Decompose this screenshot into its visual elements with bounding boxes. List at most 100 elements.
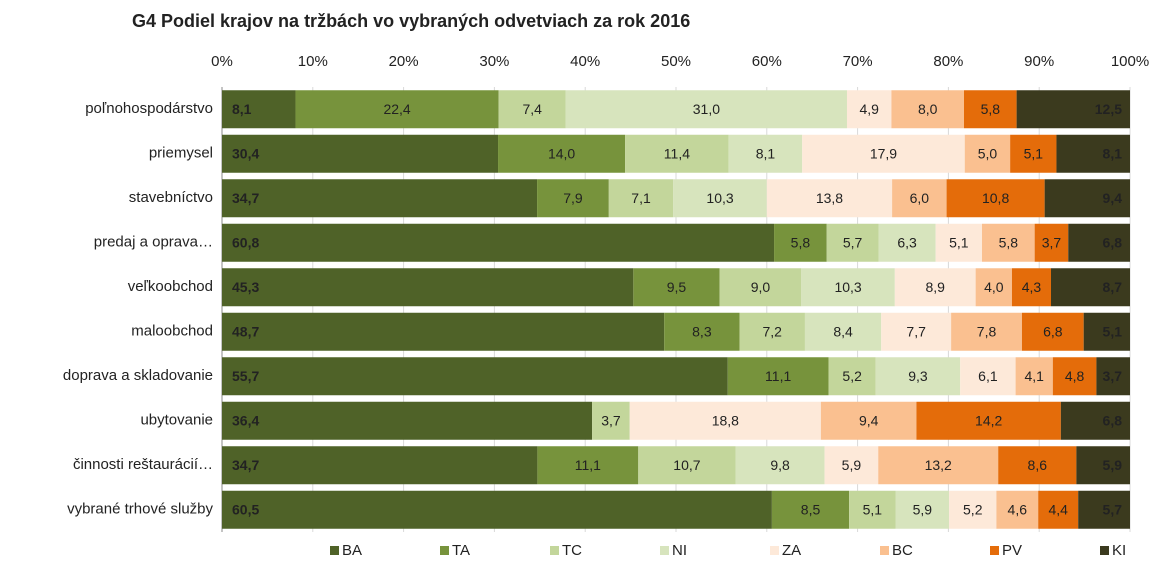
value-label: 18,8: [712, 412, 739, 428]
bar-segment: [222, 223, 775, 262]
bar-segment: [608, 179, 674, 218]
value-label: 10,7: [673, 457, 700, 473]
bar-segment: [1044, 179, 1130, 218]
bar-segment: [875, 357, 961, 396]
bar-segment: [719, 268, 802, 307]
y-tick-label: činnosti reštaurácií…: [73, 456, 213, 473]
value-label: 13,2: [925, 457, 952, 473]
value-label: 6,0: [910, 190, 930, 206]
value-label: 8,7: [1103, 279, 1123, 295]
value-label: 5,7: [1103, 501, 1123, 517]
value-label: 5,9: [842, 457, 862, 473]
value-label: 11,1: [575, 457, 601, 473]
bar-segment: [222, 490, 772, 529]
value-label: 5,9: [913, 501, 933, 517]
bar-segment: [975, 268, 1012, 307]
bar-segment: [801, 268, 895, 307]
bar-segment: [881, 312, 952, 351]
x-tick-label: 10%: [298, 53, 328, 70]
bar-segment: [951, 312, 1022, 351]
bar-segment: [774, 223, 827, 262]
value-label: 3,7: [1042, 234, 1062, 250]
bar-segment: [222, 179, 538, 218]
value-label: 6,1: [978, 368, 998, 384]
value-label: 5,2: [842, 368, 862, 384]
bar-segment: [739, 312, 805, 351]
value-label: 9,8: [770, 457, 790, 473]
value-label: 8,3: [692, 323, 712, 339]
value-label: 12,5: [1095, 101, 1122, 117]
x-tick-label: 40%: [570, 53, 600, 70]
bar-segment: [820, 401, 917, 440]
value-label: 14,2: [975, 412, 1002, 428]
bar-segment: [1068, 223, 1130, 262]
value-label: 7,2: [763, 323, 783, 339]
value-label: 7,4: [522, 101, 542, 117]
value-label: 5,8: [999, 234, 1019, 250]
legend-label: ZA: [782, 542, 801, 559]
value-label: 34,7: [232, 190, 259, 206]
x-tick-label: 80%: [933, 53, 963, 70]
value-label: 5,1: [1103, 323, 1123, 339]
value-label: 4,4: [1048, 501, 1068, 517]
y-tick-label: ubytovanie: [140, 412, 213, 429]
bar-segment: [946, 179, 1045, 218]
bar-segment: [849, 490, 896, 529]
bar-segment: [828, 357, 876, 396]
value-label: 7,9: [563, 190, 583, 206]
value-label: 4,0: [984, 279, 1004, 295]
bar-segment: [996, 490, 1039, 529]
bar-segment: [1096, 357, 1130, 396]
legend-label: BA: [342, 542, 362, 559]
chart-title: G4 Podiel krajov na tržbách vo vybraných…: [132, 11, 690, 31]
value-label: 6,8: [1103, 412, 1123, 428]
bar-segment: [1010, 134, 1057, 173]
value-label: 48,7: [232, 323, 259, 339]
bar-segment: [673, 179, 767, 218]
value-label: 8,6: [1028, 457, 1048, 473]
legend-label: NI: [672, 542, 687, 559]
value-label: 13,8: [816, 190, 843, 206]
x-tick-label: 50%: [661, 53, 691, 70]
x-tick-label: 60%: [752, 53, 782, 70]
value-label: 4,6: [1008, 501, 1028, 517]
bar-segment: [935, 223, 982, 262]
x-tick-label: 0%: [211, 53, 233, 70]
y-tick-label: veľkoobchod: [128, 278, 213, 295]
value-label: 10,3: [834, 279, 861, 295]
y-tick-label: poľnohospodárstvo: [85, 100, 213, 117]
value-label: 6,8: [1103, 234, 1123, 250]
bar-segment: [633, 268, 720, 307]
bar-segment: [998, 446, 1077, 485]
legend-swatch: [440, 546, 449, 555]
bar-segment: [895, 490, 950, 529]
value-label: 5,2: [963, 501, 983, 517]
x-tick-label: 70%: [843, 53, 873, 70]
legend-swatch: [330, 546, 339, 555]
bar-segment: [1016, 90, 1130, 129]
bar-segment: [916, 401, 1061, 440]
bar-segment: [960, 357, 1016, 396]
bar-segment: [222, 312, 665, 351]
bar-segment: [1056, 134, 1130, 173]
y-tick-label: predaj a oprava…: [94, 234, 213, 251]
legend-label: PV: [1002, 542, 1022, 559]
value-label: 60,5: [232, 501, 259, 517]
bar-segment: [964, 134, 1011, 173]
bar-segment: [802, 134, 965, 173]
bar-segment: [728, 134, 803, 173]
value-label: 55,7: [232, 368, 259, 384]
bar-segment: [891, 90, 965, 129]
bar-segment: [222, 446, 538, 485]
value-label: 36,4: [232, 412, 259, 428]
value-label: 5,8: [791, 234, 811, 250]
value-label: 8,4: [833, 323, 853, 339]
value-label: 10,8: [982, 190, 1009, 206]
x-tick-label: 90%: [1024, 53, 1054, 70]
value-label: 6,3: [897, 234, 917, 250]
value-label: 5,7: [843, 234, 863, 250]
value-label: 5,9: [1103, 457, 1123, 473]
bar-segment: [1015, 357, 1053, 396]
value-label: 8,1: [756, 145, 776, 161]
bar-segment: [625, 134, 729, 173]
